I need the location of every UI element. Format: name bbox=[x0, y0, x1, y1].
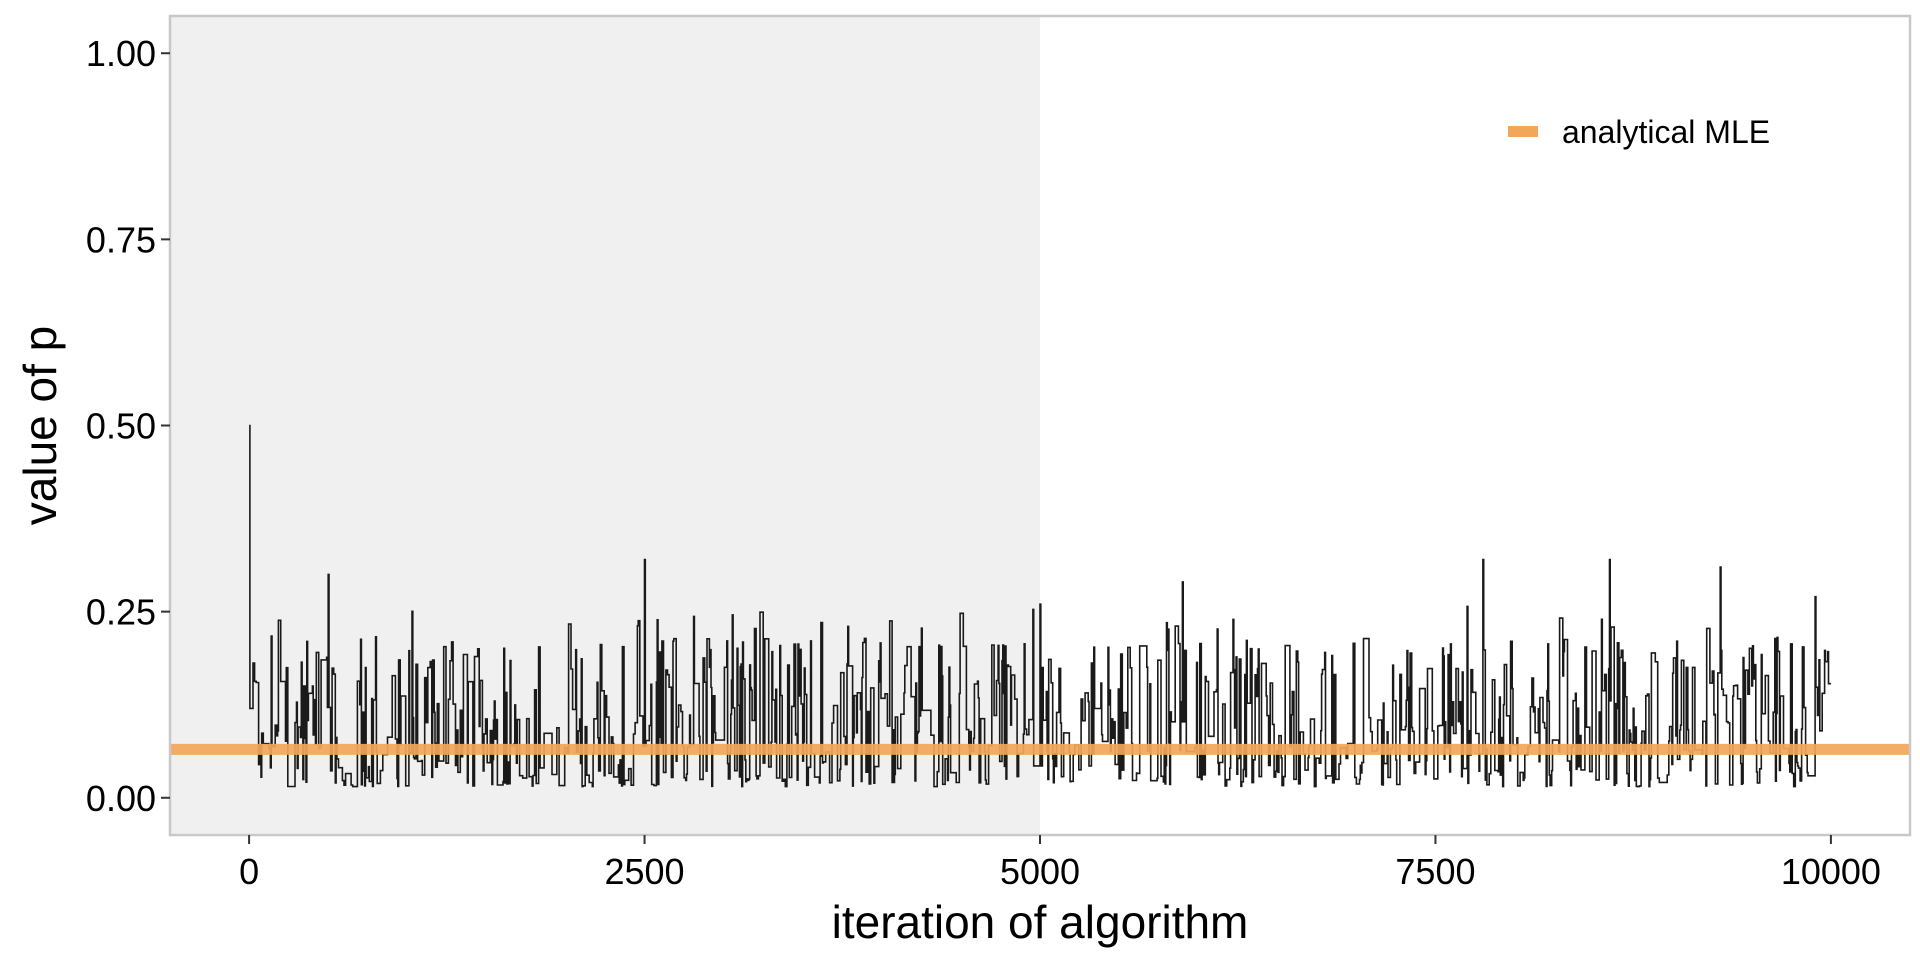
x-tick-label: 10000 bbox=[1781, 851, 1881, 892]
y-axis-title: value of p bbox=[14, 326, 66, 525]
legend-swatch-analytical-mle bbox=[1508, 126, 1538, 137]
x-tick-label: 5000 bbox=[1000, 851, 1080, 892]
y-tick-label: 0.75 bbox=[86, 219, 156, 260]
x-tick-label: 2500 bbox=[604, 851, 684, 892]
y-tick-label: 0.25 bbox=[86, 592, 156, 633]
legend: analytical MLE bbox=[1508, 114, 1770, 150]
legend-label-analytical-mle: analytical MLE bbox=[1562, 114, 1770, 150]
x-axis-title: iteration of algorithm bbox=[832, 896, 1249, 948]
y-tick-label: 0.00 bbox=[86, 778, 156, 819]
y-tick-label: 0.50 bbox=[86, 406, 156, 447]
axes: 0 2500 5000 7500 10000 0.00 0.25 0.50 0.75 1.00 bbox=[86, 14, 1912, 892]
x-tick-label: 0 bbox=[239, 851, 259, 892]
y-tick-label: 1.00 bbox=[86, 33, 156, 74]
x-tick-label: 7500 bbox=[1395, 851, 1475, 892]
